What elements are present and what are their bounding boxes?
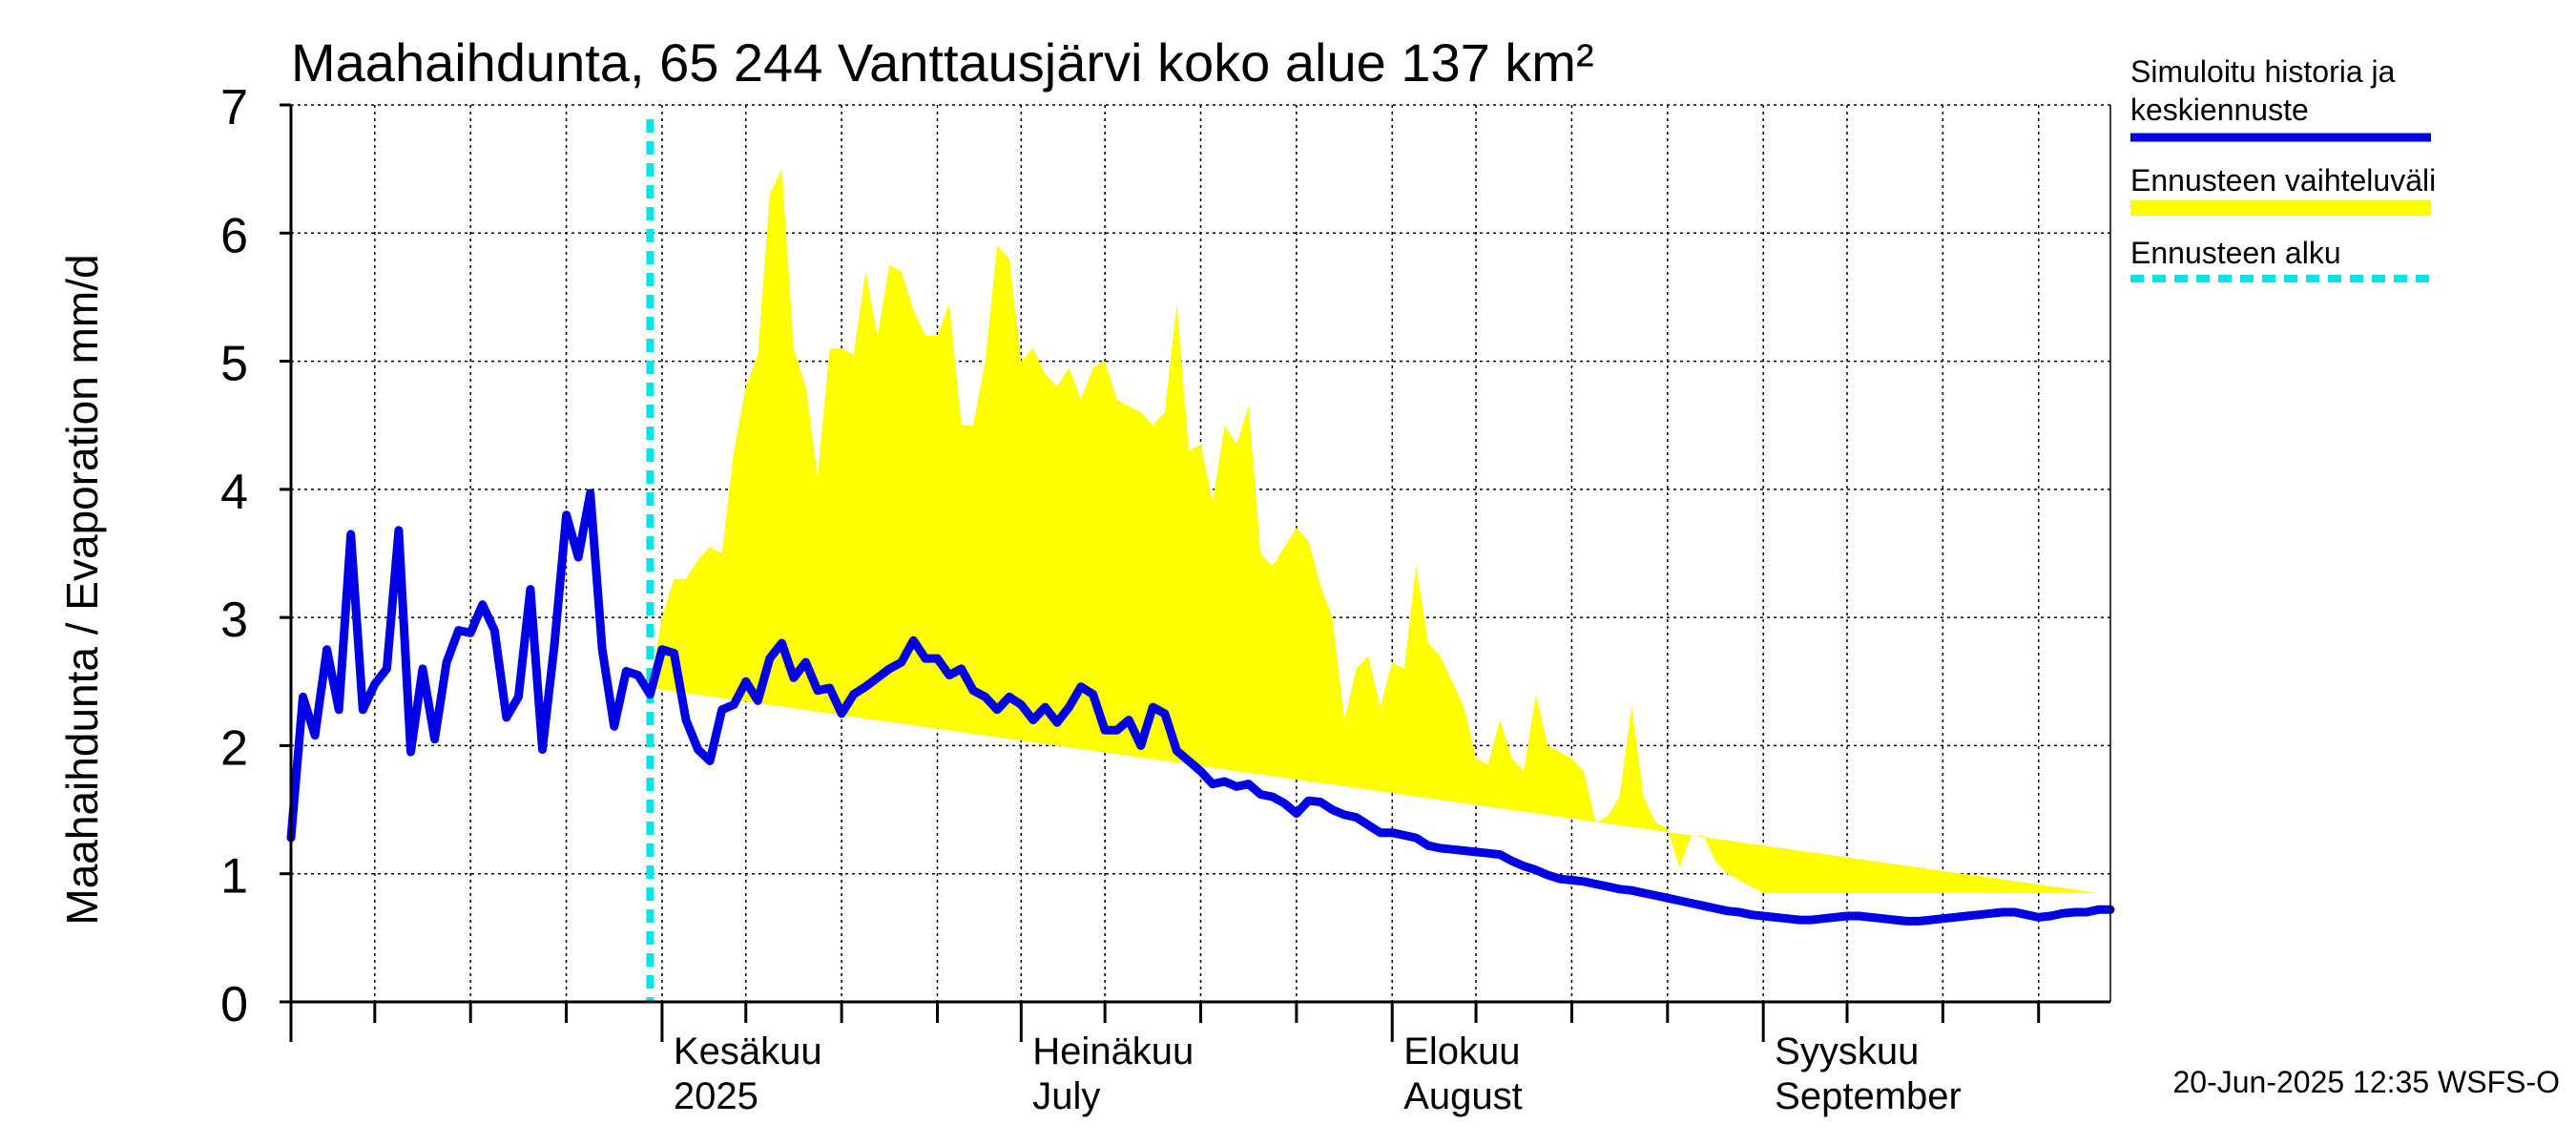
x-month-label: Elokuu (1403, 1030, 1520, 1072)
y-tick-label: 3 (220, 593, 248, 648)
x-month-sublabel: July (1032, 1075, 1100, 1117)
legend-label-range: Ennusteen vaihteluväli (2130, 163, 2436, 198)
x-month-label: Syyskuu (1775, 1030, 1919, 1072)
y-tick-label: 5 (220, 337, 248, 392)
x-month-label: Heinäkuu (1032, 1030, 1194, 1072)
axes (280, 103, 2111, 1042)
forecast-range-area (650, 169, 2099, 893)
legend: Simuloitu historia ja keskiennuste Ennus… (2130, 54, 2436, 282)
legend-label-mean: Simuloitu historia ja keskiennuste (2130, 54, 2403, 127)
simulated-mean-line (286, 489, 2115, 926)
x-month-sublabel: September (1775, 1075, 1962, 1117)
chart-title: Maahaihdunta, 65 244 Vanttausjärvi koko … (291, 32, 1594, 93)
x-month-sublabel: August (1403, 1075, 1523, 1117)
footer-timestamp: 20-Jun-2025 12:35 WSFS-O (2172, 1065, 2560, 1099)
y-tick-label: 2 (220, 720, 248, 776)
y-tick-labels: 0 1 2 3 4 5 6 7 (220, 80, 248, 1032)
y-tick-label: 0 (220, 977, 248, 1032)
x-month-sublabel: 2025 (674, 1075, 758, 1117)
legend-label-forecast-start: Ennusteen alku (2130, 236, 2341, 270)
legend-label-mean-line2: keskiennuste (2130, 93, 2309, 127)
y-tick-label: 4 (220, 465, 248, 520)
legend-label-mean-line1: Simuloitu historia ja (2130, 54, 2396, 89)
y-tick-label: 6 (220, 208, 248, 263)
x-month-label: Kesäkuu (674, 1030, 822, 1072)
y-tick-label: 7 (220, 80, 248, 135)
y-tick-label: 1 (220, 849, 248, 905)
y-axis-label: Maahaihdunta / Evaporation mm/d (57, 254, 107, 925)
